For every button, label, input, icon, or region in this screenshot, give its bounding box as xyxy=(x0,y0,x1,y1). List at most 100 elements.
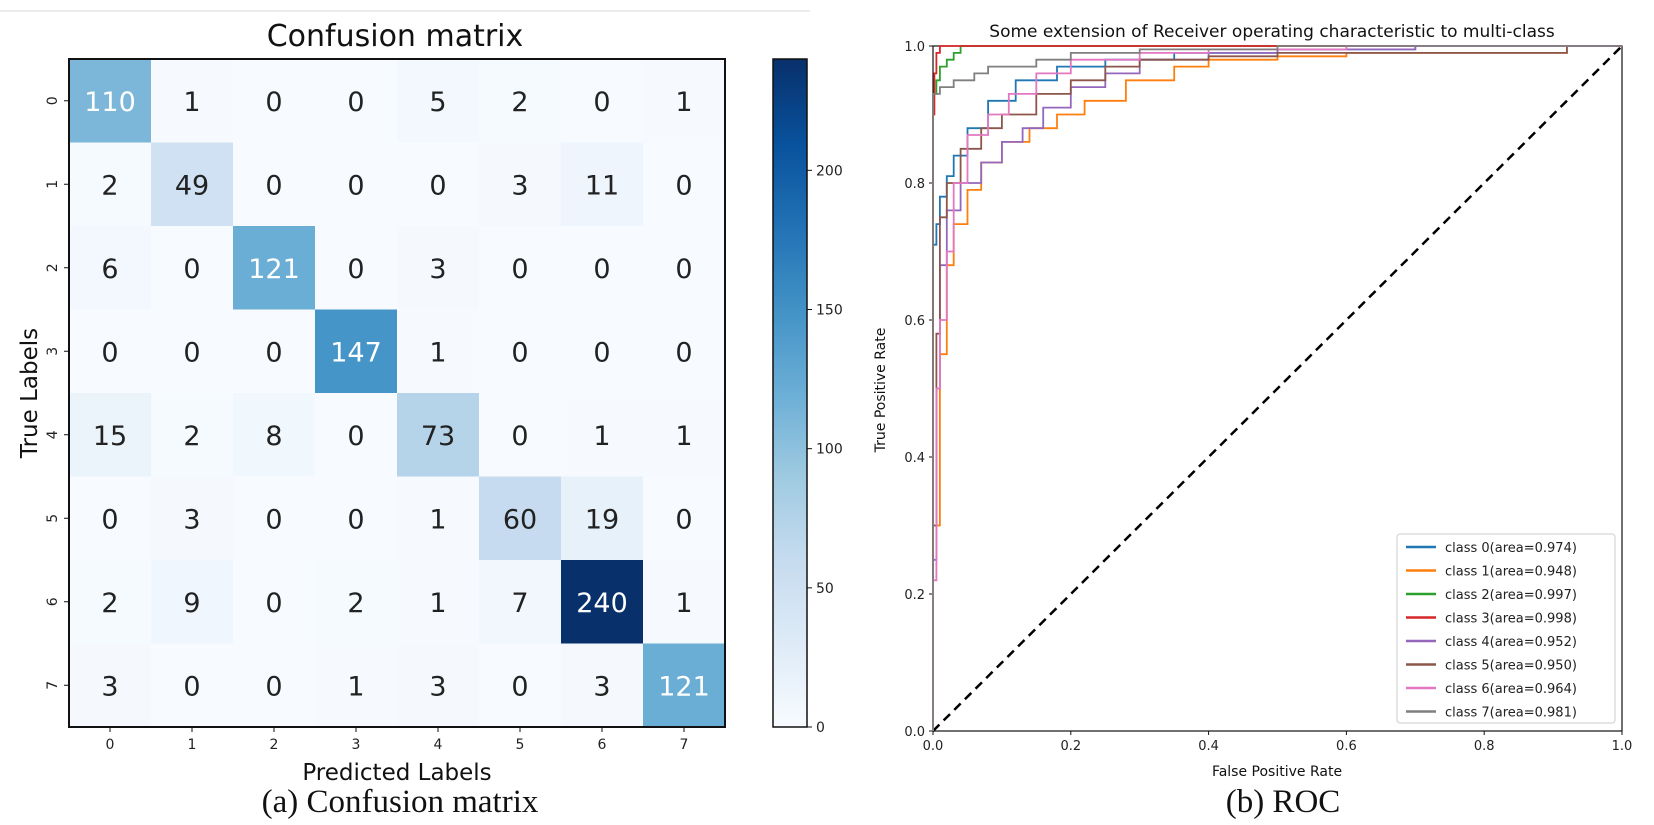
cm-cell xyxy=(561,59,644,143)
cm-cell xyxy=(397,560,480,644)
cm-cell-value: 240 xyxy=(576,588,628,619)
roc-panel: Some extension of Receiver operating cha… xyxy=(873,22,1632,820)
cm-cell xyxy=(643,142,726,227)
roc-y-ticks: 0.0 0.2 0.4 0.6 0.8 1.0 xyxy=(904,40,933,740)
roc-y-tick-label: 1.0 xyxy=(904,40,925,55)
cm-cell-value: 121 xyxy=(248,254,300,285)
cm-cell xyxy=(151,643,234,728)
roc-y-axis-label: True Positive Rate xyxy=(873,328,889,454)
cm-x-ticks: 0 1 2 3 4 5 6 7 xyxy=(106,727,689,753)
cm-cell xyxy=(151,59,234,143)
cm-cell xyxy=(233,476,316,561)
cm-cell-value: 2 xyxy=(511,87,528,118)
cm-cell xyxy=(561,643,644,728)
cm-cell xyxy=(315,59,398,143)
cm-cell xyxy=(151,226,234,310)
roc-curve-class-1 xyxy=(932,45,1622,731)
cm-cell-value: 1 xyxy=(675,421,692,452)
cm-y-axis-label: True Labels xyxy=(17,328,43,459)
cm-cell xyxy=(233,226,316,310)
cm-cell xyxy=(233,309,316,394)
cm-cell-value: 0 xyxy=(675,254,692,285)
cm-cell xyxy=(151,309,234,394)
legend-label: class 0(area=0.974) xyxy=(1445,541,1577,556)
cm-y-tick-label: 6 xyxy=(45,597,61,606)
legend-label: class 6(area=0.964) xyxy=(1445,682,1577,697)
cm-cell-value: 1 xyxy=(675,87,692,118)
confusion-matrix-panel: Confusion matrix 110 1 0 0 5 2 0 12 49 0 0 0 3 11 06 0 1… xyxy=(17,19,843,820)
cm-cell xyxy=(397,142,480,227)
cm-cell xyxy=(233,393,316,477)
cm-cell xyxy=(397,59,480,143)
legend-label: class 1(area=0.948) xyxy=(1445,565,1577,580)
cm-cell xyxy=(479,226,562,310)
cm-cell-value: 2 xyxy=(101,588,118,619)
roc-title: Some extension of Receiver operating cha… xyxy=(989,22,1555,42)
cm-x-tick-label: 7 xyxy=(680,737,689,753)
cm-cell xyxy=(315,476,398,561)
cm-cell-value: 60 xyxy=(503,504,537,535)
cm-y-tick-label: 4 xyxy=(45,430,61,439)
cm-cell xyxy=(643,560,726,644)
cm-cell xyxy=(233,560,316,644)
cm-cell-value: 1 xyxy=(429,337,446,368)
cm-cell-value: 11 xyxy=(585,170,619,201)
confusion-matrix-frame xyxy=(68,58,726,728)
cm-cell-value: 1 xyxy=(347,671,364,702)
cm-cell xyxy=(561,476,644,561)
cm-y-tick-label: 1 xyxy=(45,180,61,189)
cm-x-tick-label: 2 xyxy=(270,737,279,753)
roc-x-ticks: 0.0 0.2 0.4 0.6 0.8 1.0 xyxy=(923,731,1632,754)
legend-label: class 4(area=0.952) xyxy=(1445,635,1577,650)
cm-cell xyxy=(233,643,316,728)
roc-y-tick-label: 0.8 xyxy=(904,177,925,192)
cm-cell-value: 1 xyxy=(183,87,200,118)
cm-cell-value: 0 xyxy=(183,337,200,368)
cm-cell xyxy=(561,560,644,644)
cm-cell-value: 3 xyxy=(101,671,118,702)
cm-x-tick-label: 6 xyxy=(598,737,607,753)
colorbar-ticks: 0 50 100 150 200 xyxy=(807,163,843,736)
cm-cell-value: 3 xyxy=(429,671,446,702)
legend-label: class 7(area=0.981) xyxy=(1445,706,1577,721)
cm-cell xyxy=(643,226,726,310)
roc-y-tick-label: 0.6 xyxy=(904,314,925,329)
confusion-matrix-title: Confusion matrix xyxy=(267,19,524,54)
roc-legend: class 0(area=0.974) class 1(area=0.948) cl… xyxy=(1396,533,1616,724)
cm-cell-value: 2 xyxy=(101,170,118,201)
cm-cell xyxy=(643,643,726,728)
cm-cell-value: 15 xyxy=(93,421,127,452)
cm-cell-value: 0 xyxy=(593,87,610,118)
cm-cell-value: 0 xyxy=(511,254,528,285)
cm-cell-value: 0 xyxy=(183,254,200,285)
cm-cell xyxy=(315,560,398,644)
cm-cell-value: 8 xyxy=(265,421,282,452)
cm-cell-value: 0 xyxy=(511,337,528,368)
cm-cell-value: 9 xyxy=(183,588,200,619)
cm-cell xyxy=(69,226,152,310)
cm-y-tick-label: 3 xyxy=(45,347,61,356)
colorbar-tick-label: 100 xyxy=(816,442,843,458)
cm-cell-value: 0 xyxy=(347,170,364,201)
cm-cell-value: 0 xyxy=(101,337,118,368)
cm-cell xyxy=(315,142,398,227)
cm-cell-value: 3 xyxy=(511,170,528,201)
legend-box xyxy=(1396,533,1616,724)
cm-cell xyxy=(643,393,726,477)
cm-cell-value: 1 xyxy=(429,504,446,535)
cm-x-tick-label: 4 xyxy=(434,737,443,753)
cm-cell xyxy=(397,393,480,477)
colorbar xyxy=(772,58,808,728)
cm-cell-value: 0 xyxy=(429,170,446,201)
colorbar-tick-label: 200 xyxy=(816,163,843,179)
cm-cell-value: 0 xyxy=(183,671,200,702)
cm-cell-value: 110 xyxy=(84,87,136,118)
cm-cell xyxy=(69,560,152,644)
cm-cell-value: 19 xyxy=(585,504,619,535)
cm-cell xyxy=(69,59,152,143)
roc-x-tick-label: 0.4 xyxy=(1198,739,1219,754)
cm-cell-value: 0 xyxy=(347,254,364,285)
cm-cell-value: 6 xyxy=(101,254,118,285)
cm-cell-value: 7 xyxy=(511,588,528,619)
